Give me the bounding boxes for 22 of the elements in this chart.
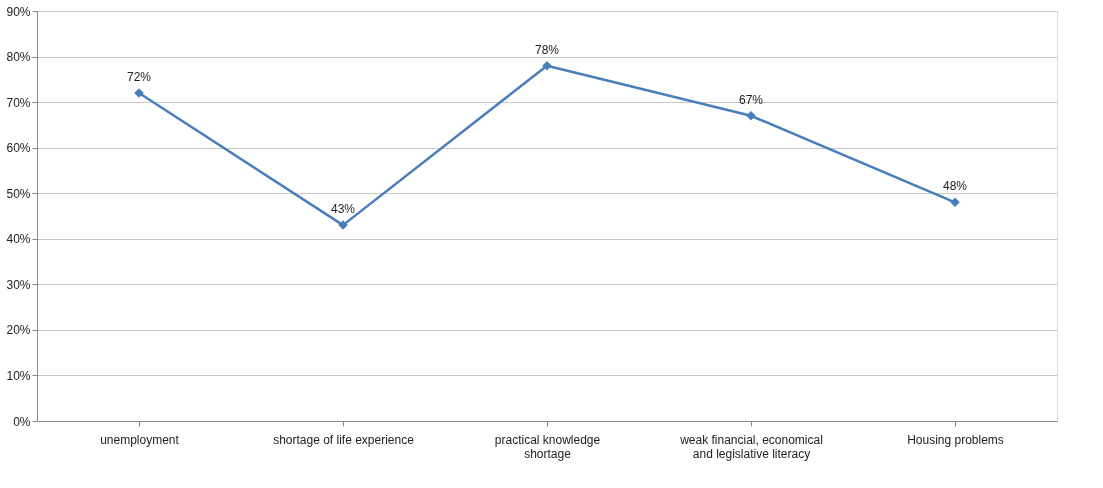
y-tick-label: 90% [6, 4, 31, 19]
y-tick-label: 30% [6, 277, 31, 292]
point [542, 60, 552, 71]
y-tick-label: 80% [6, 50, 31, 65]
data-label: 43% [330, 202, 356, 217]
y-tick-label: 40% [6, 232, 31, 247]
x-tick-label: shortage of life experience [273, 432, 415, 447]
data-label: 72% [126, 70, 152, 84]
y-tick-label: 70% [6, 95, 31, 110]
y-tick-label: 50% [6, 186, 31, 201]
x-tick-label: Housing problems [907, 432, 1004, 447]
x-tick-label: practical knowledge shortage [494, 432, 601, 461]
y-tick-label: 60% [6, 141, 31, 156]
y-tick-label: 10% [6, 368, 31, 383]
data-label: 48% [942, 179, 968, 194]
x-tick-label: weak financial, economical and legislative literacy [679, 432, 823, 461]
point [950, 197, 960, 208]
data-label: 78% [534, 42, 560, 57]
x-tick-label: unemployment [100, 432, 180, 447]
data-label: 67% [738, 92, 764, 107]
y-tick-label: 20% [6, 323, 31, 338]
y-tick-label: 0% [13, 414, 31, 429]
